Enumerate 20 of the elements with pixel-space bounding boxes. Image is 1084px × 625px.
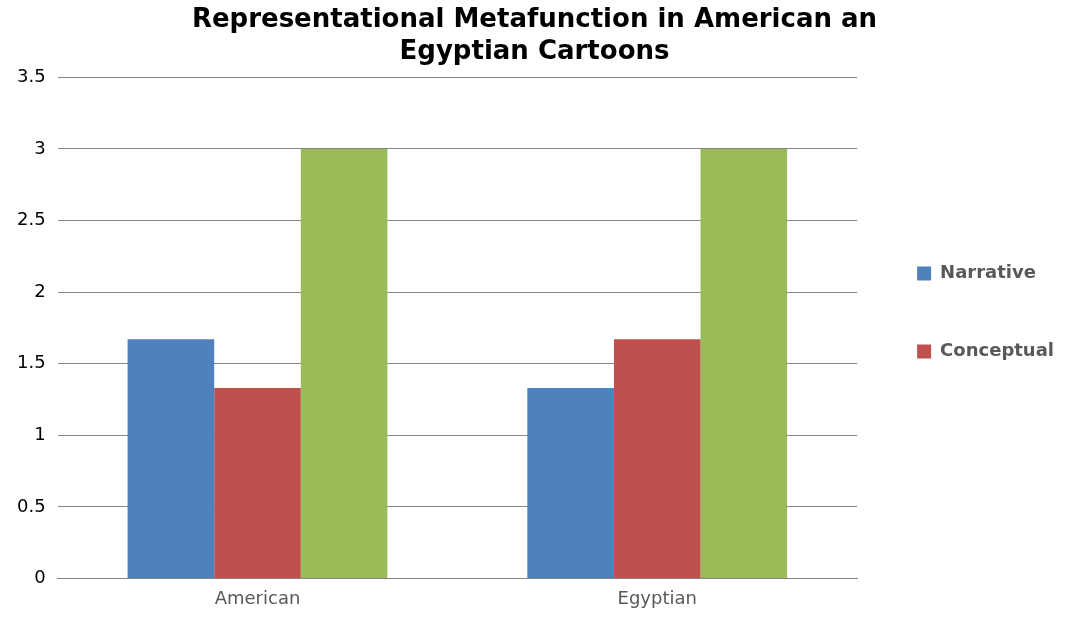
y-tick-label: 0.5 [16, 494, 46, 516]
y-tick-label: 1.5 [16, 351, 46, 373]
y-tick-label: 3.5 [16, 65, 46, 87]
bar [127, 339, 215, 578]
y-tick-label: 2.5 [16, 208, 46, 230]
x-tick-label: Egyptian [617, 586, 697, 608]
x-tick-label: American [214, 586, 301, 608]
text: Representational Metafunction in American an [191, 3, 878, 34]
y-tick-label: 0 [34, 566, 46, 588]
bar [527, 388, 614, 578]
y-tick-label: 1 [34, 422, 46, 444]
y-tick-label: 3 [34, 136, 46, 158]
bar [214, 388, 301, 578]
legend-label: Narrative [940, 261, 1036, 283]
bar [613, 339, 701, 578]
bar [700, 148, 788, 578]
legend-label: Conceptual [940, 339, 1054, 361]
bar [300, 148, 388, 578]
text: Egyptian Cartoons [399, 34, 670, 65]
y-tick-label: 2 [34, 279, 46, 301]
